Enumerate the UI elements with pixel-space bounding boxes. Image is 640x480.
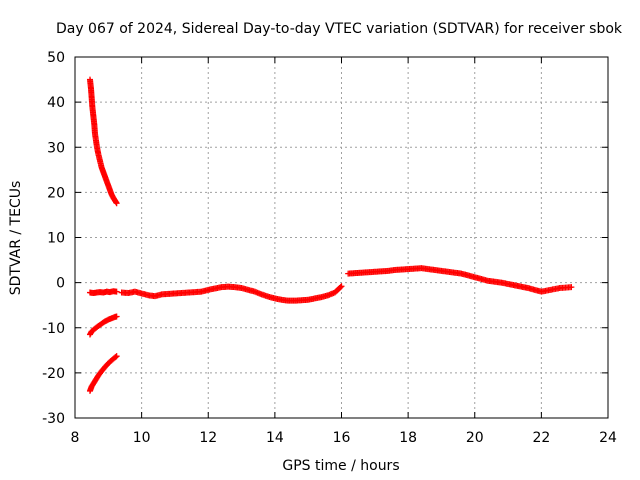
x-tick-label: 20	[466, 430, 484, 446]
data-point	[113, 353, 120, 360]
grid	[75, 57, 608, 418]
y-tick-label: -20	[42, 366, 65, 382]
x-tick-label: 24	[599, 430, 617, 446]
y-tick-label: -10	[42, 321, 65, 337]
y-tick-label: 20	[47, 185, 65, 201]
x-tick-label: 16	[333, 430, 351, 446]
series-track-e-main	[118, 283, 345, 304]
series-track-d-minus20	[86, 353, 120, 394]
x-tick-label: 8	[71, 430, 80, 446]
data-point-interp	[112, 353, 119, 360]
data-point	[338, 283, 345, 290]
data-point	[568, 284, 575, 291]
y-tick-label: 40	[47, 95, 65, 111]
plot-frame	[74, 56, 609, 419]
y-tick-labels: -30 -20 -10 0 10 20 30 40 50	[42, 50, 65, 427]
x-tick-label: 10	[133, 430, 151, 446]
x-tick-label: 14	[266, 430, 284, 446]
series-track-b-minus2	[86, 288, 120, 297]
y-tick-label: -30	[42, 411, 65, 427]
y-tick-label: 0	[56, 276, 65, 292]
y-tick-label: 30	[47, 140, 65, 156]
data-points	[86, 76, 575, 394]
y-tick-label: 50	[47, 50, 65, 66]
x-tick-labels: 8 10 12 14 16 18 20 22 24	[71, 430, 617, 446]
x-tick-label: 12	[199, 430, 217, 446]
series-track-f-late	[345, 265, 575, 295]
data-point	[113, 288, 120, 295]
x-tick-label: 18	[399, 430, 417, 446]
series-track-c-minus10	[86, 313, 120, 338]
chart-title: Day 067 of 2024, Sidereal Day-to-day VTE…	[56, 21, 623, 37]
x-axis-label: GPS time / hours	[282, 458, 399, 474]
data-point-interp	[337, 284, 344, 291]
y-axis-label: SDTVAR / TECUs	[8, 181, 24, 296]
data-point	[113, 313, 120, 320]
series-track-a-high	[86, 76, 120, 207]
data-point	[113, 200, 120, 207]
x-tick-label: 22	[532, 430, 550, 446]
y-tick-label: 10	[47, 231, 65, 247]
